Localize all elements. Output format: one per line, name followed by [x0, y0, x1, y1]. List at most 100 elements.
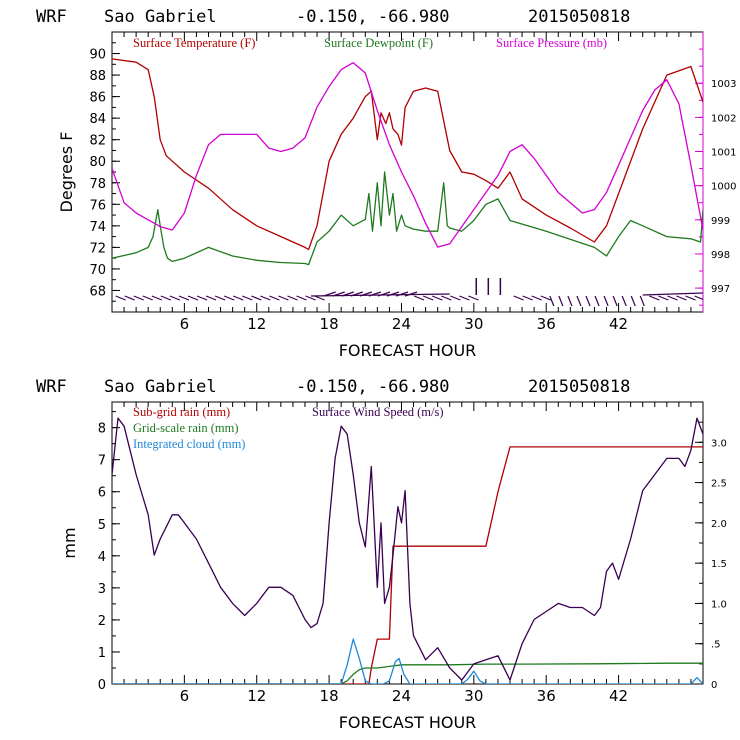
series-line-surface-pressure-mb	[112, 62, 703, 248]
plot-frame	[111, 31, 704, 313]
y-tick-label: 68	[89, 284, 106, 299]
wind-barb	[649, 295, 660, 301]
y2-tick-label: 1.0	[711, 599, 727, 610]
series-line-integrated-cloud-mm	[112, 638, 703, 684]
wind-barb	[187, 295, 199, 301]
wind-barb	[260, 295, 271, 301]
x-axis-label: FORECAST HOUR	[339, 341, 477, 360]
y2-tick-label: 999	[711, 216, 730, 227]
y-tick-label: 80	[89, 155, 106, 170]
wind-barb	[621, 295, 627, 307]
wind-barb	[305, 295, 316, 301]
wind-barb	[603, 295, 609, 307]
wind-barb	[251, 295, 262, 301]
y-axis-label: Degrees F	[57, 132, 76, 213]
y-tick-label: 76	[89, 198, 106, 213]
legend-entry: Surface Dewpoint (F)	[324, 36, 433, 50]
y-tick-label: 86	[89, 91, 106, 106]
wind-barb	[630, 295, 636, 307]
legend-entry: Integrated cloud (mm)	[133, 437, 245, 451]
wind-barb	[549, 295, 555, 307]
header-date: 2015050818	[528, 7, 630, 27]
y-tick-label: 8	[98, 422, 106, 437]
header-model: WRF	[36, 377, 67, 397]
y-axis-label: mm	[60, 527, 79, 558]
header-location: Sao Gabriel	[104, 377, 217, 397]
legend-entry: Surface Temperature (F)	[133, 36, 255, 50]
x-tick-label: 36	[537, 687, 556, 705]
wind-barb	[133, 295, 144, 301]
wind-barb	[124, 295, 135, 301]
wind-barb	[567, 295, 573, 307]
wind-barbs	[115, 278, 703, 307]
wind-barb	[576, 295, 582, 307]
wind-barb	[269, 295, 280, 301]
wind-barb	[676, 295, 687, 301]
wind-barb	[694, 295, 703, 301]
wind-barb	[205, 295, 217, 301]
y2-tick-label: 2.0	[711, 519, 727, 530]
y-tick-label: 84	[89, 112, 106, 127]
wind-barb	[160, 295, 172, 301]
chart-panel-2: WRF Sao Gabriel -0.150, -66.980 2015050818 6…	[36, 377, 727, 732]
y2-tick-label: 998	[711, 250, 730, 261]
wind-barb	[685, 295, 696, 301]
x-tick-label: 12	[247, 315, 266, 333]
wind-barb	[468, 295, 479, 301]
y-tick-label: 70	[89, 263, 106, 278]
wind-barb	[585, 295, 591, 307]
series-line-surface-temperature-f	[112, 58, 703, 251]
wind-barb	[513, 295, 524, 301]
x-tick-label: 42	[609, 315, 628, 333]
wind-barb	[223, 295, 235, 301]
x-tick-label: 36	[537, 315, 556, 333]
x-tick-label: 18	[320, 687, 339, 705]
y-tick-label: 88	[89, 69, 106, 84]
y-tick-label: 1	[98, 646, 106, 661]
wind-barb	[612, 295, 618, 307]
wind-barb	[232, 295, 244, 301]
x-tick-label: 6	[180, 315, 190, 333]
wind-barb	[639, 295, 645, 307]
x-tick-label: 42	[609, 687, 628, 705]
header-coords: -0.150, -66.980	[296, 377, 450, 397]
series-line-surface-dewpoint-f	[112, 171, 703, 266]
header-model: WRF	[36, 7, 67, 27]
wind-barb	[540, 295, 551, 301]
legend-entry: Grid-scale rain (mm)	[133, 421, 239, 435]
x-tick-label: 30	[464, 315, 483, 333]
y2-tick-label: 1002	[711, 113, 736, 124]
y2-tick-label: 997	[711, 284, 730, 295]
header-date: 2015050818	[528, 377, 630, 397]
wind-barb	[667, 295, 678, 301]
wind-barb	[196, 295, 208, 301]
wind-barb	[278, 295, 289, 301]
y-tick-label: 3	[98, 582, 106, 597]
wind-barb	[287, 295, 298, 301]
x-tick-label: 24	[392, 315, 411, 333]
y-tick-label: 4	[98, 550, 106, 565]
y2-tick-label: .5	[711, 640, 721, 651]
y-tick-label: 78	[89, 177, 106, 192]
wind-barb-shaft	[311, 293, 450, 297]
y2-tick-label: 2.5	[711, 479, 727, 490]
x-tick-label: 18	[320, 315, 339, 333]
x-tick-label: 12	[247, 687, 266, 705]
y-tick-label: 74	[89, 220, 106, 235]
wind-barb	[169, 295, 181, 301]
wind-barb	[142, 295, 153, 301]
y2-tick-label: 1003	[711, 79, 736, 90]
y-tick-label: 7	[98, 454, 106, 469]
wind-barb	[242, 295, 253, 301]
series-group	[112, 58, 703, 266]
y2-tick-label: 1.5	[711, 559, 727, 570]
wind-barb	[178, 295, 190, 301]
y-tick-label: 82	[89, 134, 106, 149]
header-coords: -0.150, -66.980	[296, 7, 450, 27]
header-location: Sao Gabriel	[104, 7, 217, 27]
wind-barb	[558, 295, 564, 307]
y-tick-label: 2	[98, 614, 106, 629]
legend-entry: Surface Wind Speed (m/s)	[312, 405, 444, 419]
wind-barb	[413, 295, 425, 301]
